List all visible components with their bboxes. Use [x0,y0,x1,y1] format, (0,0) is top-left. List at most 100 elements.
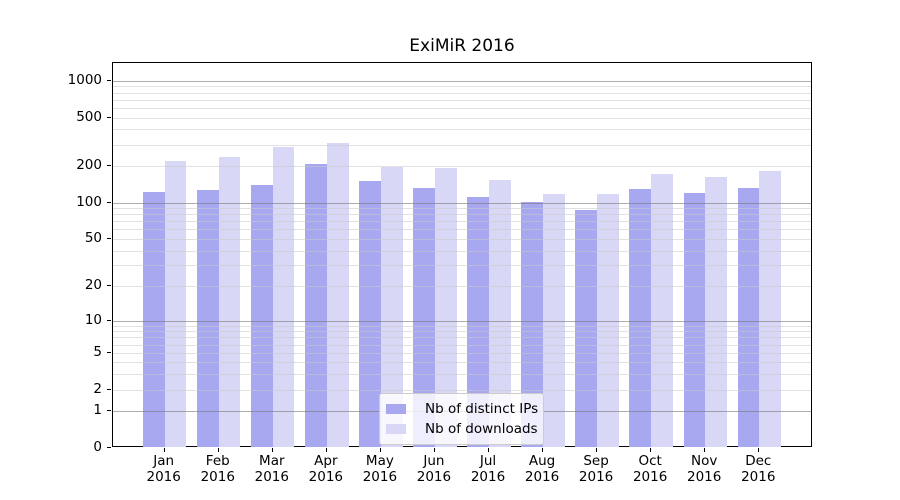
legend-entry-distinct-ips: Nb of distinct IPs [386,399,539,419]
gridline-minor-2 [113,389,811,391]
x-tick-mark-apr [325,448,328,452]
y-tick-mark-10 [107,319,111,321]
x-tick-label-jun: Jun 2016 [416,453,452,485]
gridline-minor-90 [113,208,811,210]
gridline-minor-600 [113,107,811,109]
legend-entry-downloads: Nb of downloads [386,419,538,439]
x-tick-mark-aug [542,448,544,452]
gridline-minor-5 [113,352,811,354]
bar-downloads-aug [543,193,565,447]
x-tick-label-nov: Nov 2016 [687,453,722,485]
bar-downloads-apr [326,142,349,447]
y-tick-mark-0 [107,447,111,449]
gridline-minor-70 [113,221,811,223]
bar-distinct-ips-sep [575,209,598,447]
x-tick-mark-dec [758,448,760,452]
gridline-minor-300 [113,144,811,146]
chart-title: ExiMiR 2016 [409,36,515,56]
x-tick-mark-jun [433,448,436,452]
legend-swatch-distinct-ips [386,404,406,414]
bar-downloads-jan [164,161,187,447]
legend-swatch-downloads [386,424,406,434]
bar-downloads-jul [489,179,511,447]
bar-downloads-dec [759,171,781,447]
y-tick-label-2: 2 [93,380,102,397]
plot-area: Nb of distinct IPs Nb of downloads [112,62,812,447]
y-tick-label-50: 50 [84,229,102,246]
bar-distinct-ips-apr [305,163,327,447]
y-tick-label-10: 10 [84,311,102,328]
legend: Nb of distinct IPs Nb of downloads [379,393,544,445]
y-tick-mark-500 [107,116,111,118]
gridlines-layer [113,63,811,446]
gridline-minor-900 [113,86,811,88]
gridline-minor-9 [113,325,811,327]
x-tick-mark-mar [271,448,273,452]
gridline-minor-500 [113,117,811,119]
bar-distinct-ips-feb [197,190,219,447]
gridline-minor-50 [113,238,811,240]
x-tick-mark-jul [488,448,490,452]
x-tick-mark-sep [596,448,598,452]
gridline-minor-800 [113,92,811,94]
x-tick-label-feb: Feb 2016 [200,453,235,485]
y-tick-mark-200 [107,165,111,167]
x-tick-mark-oct [650,448,652,452]
x-tick-label-sep: Sep 2016 [578,453,614,485]
y-tick-mark-20 [107,285,111,287]
x-tick-label-mar: Mar 2016 [254,453,289,485]
y-tick-label-200: 200 [76,157,102,174]
y-tick-label-100: 100 [76,193,102,210]
y-tick-label-5: 5 [93,343,102,360]
bar-distinct-ips-jan [143,191,165,447]
bar-distinct-ips-oct [629,189,652,447]
gridline-minor-60 [113,229,811,231]
bar-downloads-oct [651,174,673,447]
bar-distinct-ips-may [359,181,381,447]
x-tick-mark-jan [163,448,165,452]
x-tick-label-apr: Apr 2016 [308,453,344,485]
bar-distinct-ips-nov [683,192,706,447]
y-tick-label-1: 1 [93,402,102,419]
gridline-minor-20 [113,286,811,288]
gridline-minor-40 [113,250,811,252]
y-tick-label-1000: 1000 [67,71,102,88]
gridline-minor-8 [113,331,811,333]
x-tick-label-jan: Jan 2016 [146,453,181,485]
legend-label-downloads: Nb of downloads [425,421,538,437]
x-tick-mark-may [379,448,382,452]
gridline-minor-6 [113,344,811,346]
bar-distinct-ips-jul [467,196,489,447]
legend-label-distinct-ips: Nb of distinct IPs [425,401,539,417]
gridline-minor-80 [113,214,811,216]
x-tick-label-dec: Dec 2016 [741,453,776,485]
gridline-minor-700 [113,99,811,101]
y-tick-mark-1 [107,410,111,412]
bar-distinct-ips-jun [413,188,435,447]
gridline-minor-30 [113,265,811,267]
y-tick-label-0: 0 [93,439,102,455]
x-tick-label-aug: Aug 2016 [524,453,560,485]
x-tick-mark-feb [217,448,219,452]
gridline-minor-3 [113,374,811,376]
bar-downloads-nov [705,176,727,447]
y-tick-mark-50 [107,237,111,240]
bar-downloads-may [380,167,403,447]
bar-distinct-ips-dec [737,188,760,447]
gridline-major-10 [113,320,811,322]
gridline-minor-400 [113,129,811,131]
y-tick-mark-1000 [107,79,111,81]
y-tick-mark-5 [107,351,111,353]
gridline-minor-4 [113,362,811,364]
bar-downloads-sep [597,193,619,447]
y-tick-label-500: 500 [76,108,102,125]
gridline-major-1000 [113,80,811,82]
gridline-minor-7 [113,337,811,339]
y-tick-mark-2 [107,388,111,390]
x-tick-label-oct: Oct 2016 [632,453,668,485]
x-tick-label-jul: Jul 2016 [470,453,506,485]
gridline-minor-200 [113,166,811,168]
y-tick-mark-100 [107,201,111,203]
gridline-major-100 [113,202,811,204]
x-tick-mark-nov [704,448,706,452]
